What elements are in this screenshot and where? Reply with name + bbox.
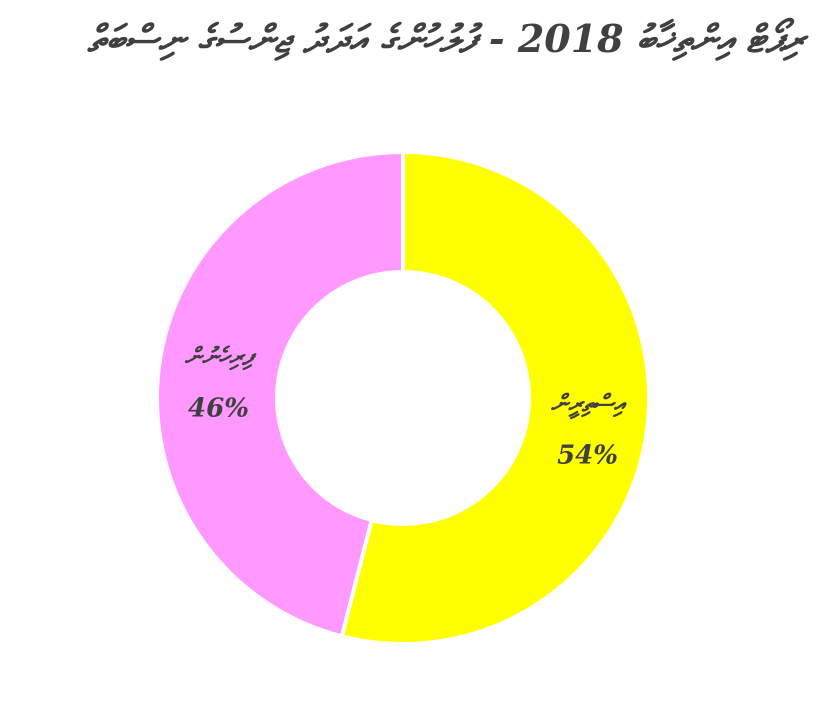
donut-labels: އިސްތިރީން 54% ފިރިހެނުން 46%	[185, 342, 627, 471]
donut-slice-0	[339, 149, 651, 646]
slice-percent-label-1: 46%	[188, 394, 249, 424]
chart-title: ރިޕޯޓް އިންތިޚާބު 2018 - ފުލުހުންގެ އަދަ…	[86, 16, 809, 61]
donut-slice-1	[155, 149, 405, 639]
slice-category-label-0: އިސްތިރީން	[551, 388, 627, 419]
slice-percent-label-0: 54%	[557, 440, 618, 470]
donut-slices	[155, 149, 651, 646]
slice-category-label-1: ފިރިހެނުން	[185, 342, 258, 371]
